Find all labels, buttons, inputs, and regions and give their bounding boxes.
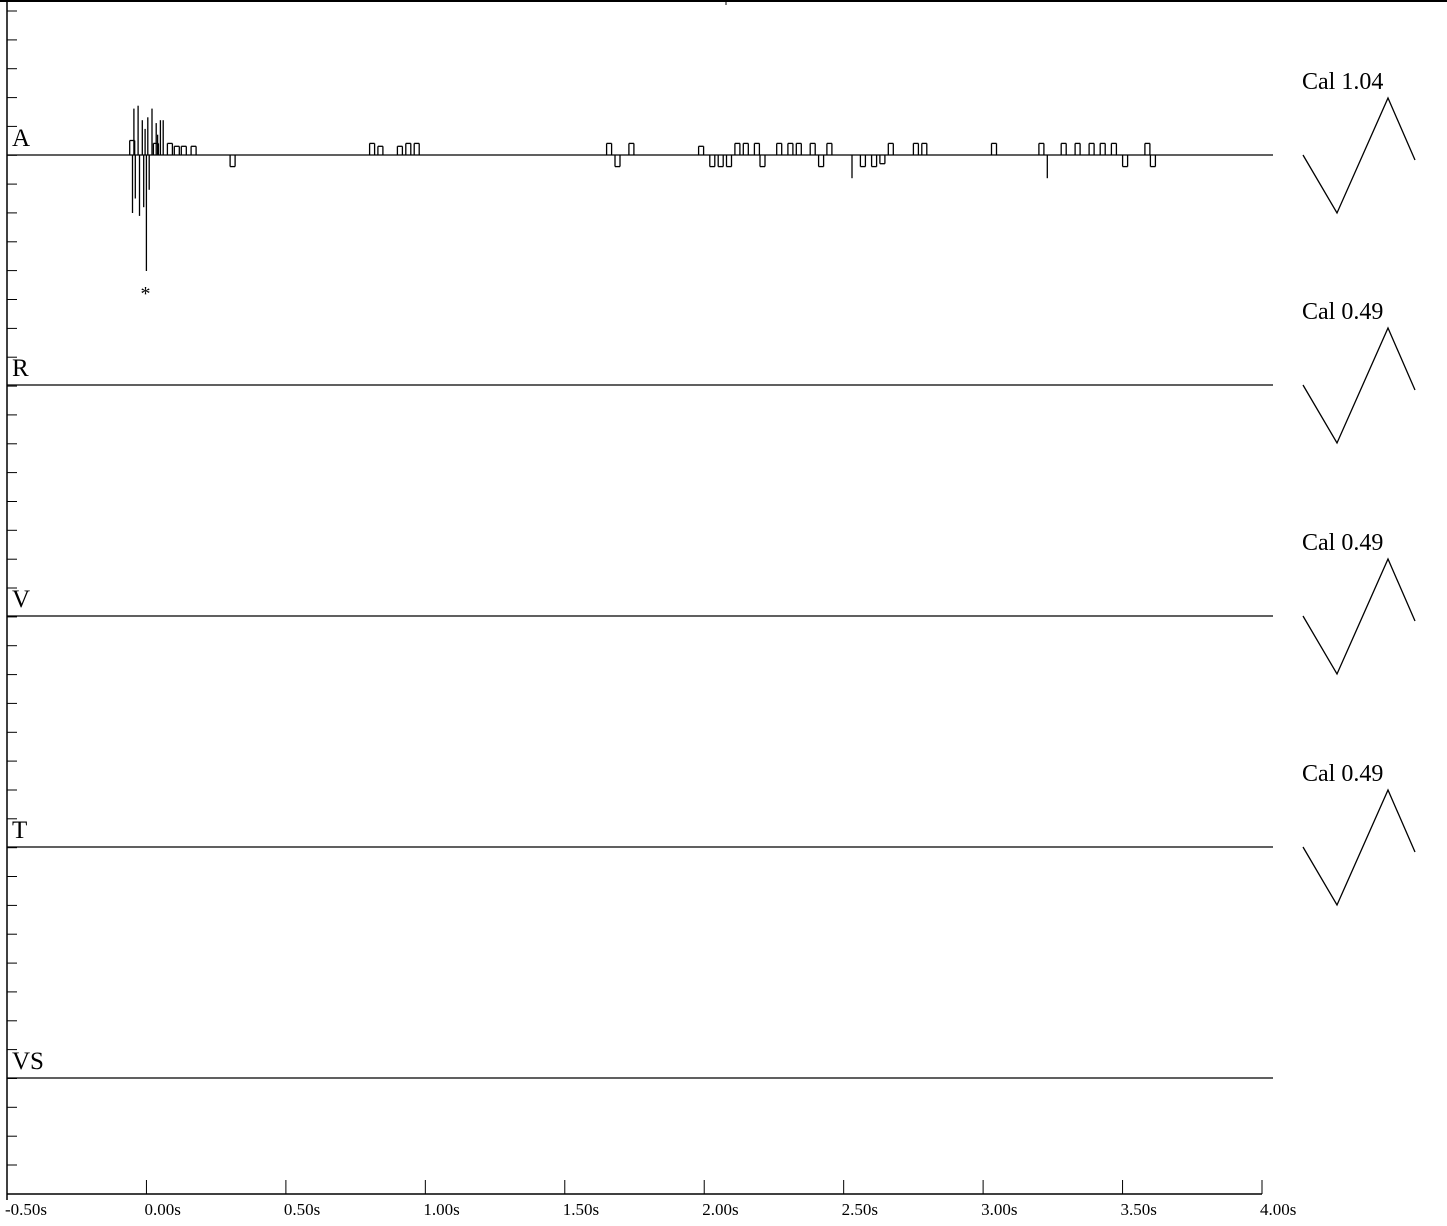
x-tick-label: 1.00s	[423, 1200, 459, 1219]
x-tick-label: 3.50s	[1121, 1200, 1157, 1219]
event-marker: *	[140, 283, 150, 305]
channel-label: VS	[12, 1048, 44, 1075]
x-tick-label: 4.00s	[1260, 1200, 1296, 1219]
channel-vs: VS	[7, 1048, 1273, 1079]
calibration-label: Cal 1.04	[1302, 69, 1383, 95]
x-tick-label: 2.50s	[842, 1200, 878, 1219]
x-tick-label: 2.00s	[702, 1200, 738, 1219]
calibration-label: Cal 0.49	[1302, 299, 1383, 325]
calibration-waveform	[1302, 326, 1416, 445]
chart-frame	[0, 0, 1447, 1200]
channel-label: T	[12, 817, 27, 844]
channel-label: R	[12, 355, 29, 382]
channel-a: A*	[7, 105, 1273, 305]
calibration-label: Cal 0.49	[1302, 761, 1383, 787]
x-tick-label: 3.00s	[981, 1200, 1017, 1219]
calibration-marks: Cal 1.04 Cal 0.49 Cal 0.49 Cal 0.49	[1302, 69, 1416, 907]
calibration-waveform	[1302, 788, 1416, 907]
left-axis-ticks	[7, 10, 17, 1166]
x-tick-label: 0.00s	[144, 1200, 180, 1219]
calibration-waveform	[1302, 96, 1416, 215]
calibration-waveform	[1302, 557, 1416, 676]
x-tick-label: 0.50s	[284, 1200, 320, 1219]
calibration-label: Cal 0.49	[1302, 530, 1383, 556]
channel-label: A	[12, 125, 30, 152]
x-axis: -0.50s 0.00s 0.50s 1.00s 1.50s 2.00s 2.50s 3.00…	[5, 1180, 1296, 1219]
channel-label: V	[12, 586, 30, 613]
channel-r: R	[7, 355, 1273, 386]
x-tick-label: 1.50s	[563, 1200, 599, 1219]
x-tick-label: -0.50s	[5, 1200, 47, 1219]
channel-t: T	[7, 817, 1273, 848]
channel-v: V	[7, 586, 1273, 617]
